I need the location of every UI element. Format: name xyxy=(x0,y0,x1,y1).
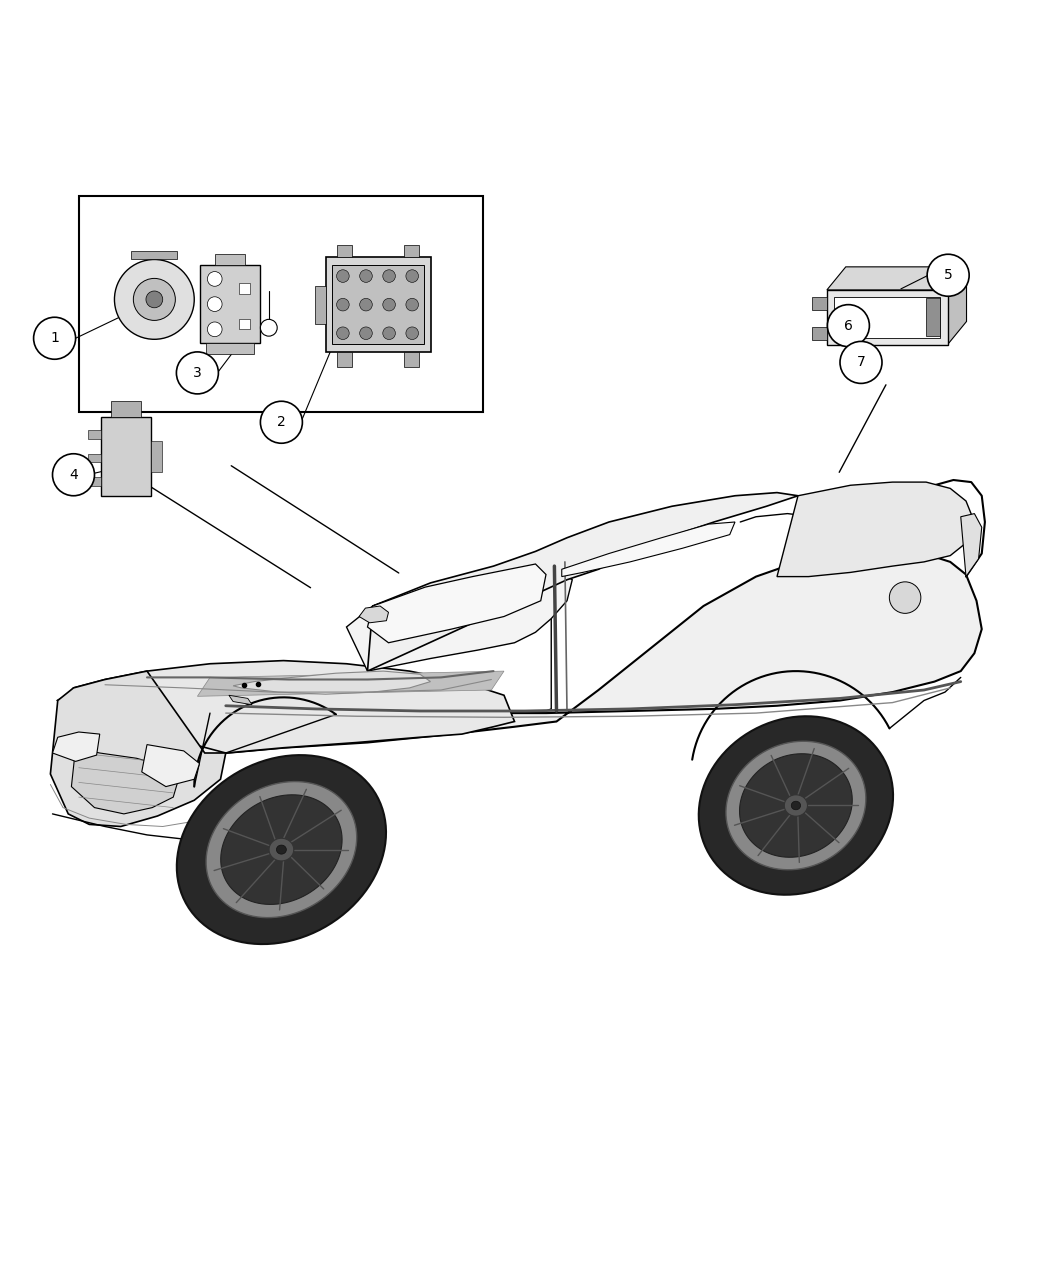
Polygon shape xyxy=(359,606,388,622)
Bar xyxy=(326,258,430,352)
Polygon shape xyxy=(961,514,982,576)
Polygon shape xyxy=(220,794,342,904)
Circle shape xyxy=(927,254,969,296)
Polygon shape xyxy=(726,741,866,870)
Bar xyxy=(827,289,947,344)
Polygon shape xyxy=(827,266,966,289)
Circle shape xyxy=(383,326,396,339)
Circle shape xyxy=(406,298,419,311)
Bar xyxy=(337,245,352,258)
Polygon shape xyxy=(276,845,287,854)
Circle shape xyxy=(208,297,223,311)
Polygon shape xyxy=(368,492,798,671)
Circle shape xyxy=(176,352,218,394)
Polygon shape xyxy=(269,838,294,861)
Circle shape xyxy=(406,326,419,339)
Polygon shape xyxy=(176,755,386,944)
Bar xyxy=(101,417,151,496)
Circle shape xyxy=(383,298,396,311)
Circle shape xyxy=(260,402,302,444)
Circle shape xyxy=(52,454,94,496)
Circle shape xyxy=(383,270,396,282)
Bar xyxy=(88,430,101,439)
Circle shape xyxy=(208,272,223,287)
Bar xyxy=(813,328,827,340)
Bar xyxy=(332,265,424,344)
Bar xyxy=(834,297,941,338)
Bar xyxy=(88,454,101,462)
Text: 1: 1 xyxy=(50,332,59,346)
Text: 7: 7 xyxy=(857,356,865,370)
Polygon shape xyxy=(777,482,974,576)
Bar xyxy=(239,319,250,329)
Polygon shape xyxy=(58,551,982,755)
Circle shape xyxy=(146,291,163,307)
Polygon shape xyxy=(50,671,226,826)
Circle shape xyxy=(827,305,869,347)
Circle shape xyxy=(840,342,882,384)
Bar xyxy=(404,352,419,367)
Polygon shape xyxy=(562,521,735,576)
Circle shape xyxy=(337,270,350,282)
Bar xyxy=(79,196,483,412)
Text: 4: 4 xyxy=(69,468,78,482)
Polygon shape xyxy=(52,732,100,761)
Circle shape xyxy=(208,323,223,337)
Circle shape xyxy=(133,278,175,320)
Circle shape xyxy=(889,581,921,613)
Bar xyxy=(404,245,419,258)
Bar xyxy=(337,352,352,367)
Circle shape xyxy=(360,270,373,282)
Polygon shape xyxy=(206,782,357,918)
Text: 5: 5 xyxy=(944,268,952,282)
Polygon shape xyxy=(233,671,430,694)
Polygon shape xyxy=(71,747,178,813)
Bar xyxy=(215,254,246,265)
Circle shape xyxy=(337,298,350,311)
Bar xyxy=(111,402,141,417)
Polygon shape xyxy=(784,794,807,816)
Polygon shape xyxy=(792,801,800,810)
Text: 3: 3 xyxy=(193,366,202,380)
Circle shape xyxy=(360,326,373,339)
Bar xyxy=(813,297,827,310)
Circle shape xyxy=(337,326,350,339)
Polygon shape xyxy=(346,564,572,671)
Polygon shape xyxy=(368,564,546,643)
Polygon shape xyxy=(63,660,514,754)
Bar xyxy=(206,343,254,354)
Circle shape xyxy=(406,270,419,282)
Polygon shape xyxy=(229,695,252,705)
Bar xyxy=(88,477,101,486)
Circle shape xyxy=(34,317,76,360)
Bar xyxy=(131,251,177,260)
Polygon shape xyxy=(142,745,200,787)
Circle shape xyxy=(114,260,194,339)
Polygon shape xyxy=(197,671,504,696)
Text: 2: 2 xyxy=(277,416,286,430)
Polygon shape xyxy=(739,754,853,857)
Bar xyxy=(239,283,250,293)
Bar xyxy=(151,441,162,472)
Bar xyxy=(315,286,326,324)
Polygon shape xyxy=(698,717,894,895)
Bar xyxy=(200,265,260,343)
Circle shape xyxy=(360,298,373,311)
Polygon shape xyxy=(947,266,966,344)
Circle shape xyxy=(260,319,277,337)
Text: 6: 6 xyxy=(844,319,853,333)
Bar xyxy=(926,298,941,337)
